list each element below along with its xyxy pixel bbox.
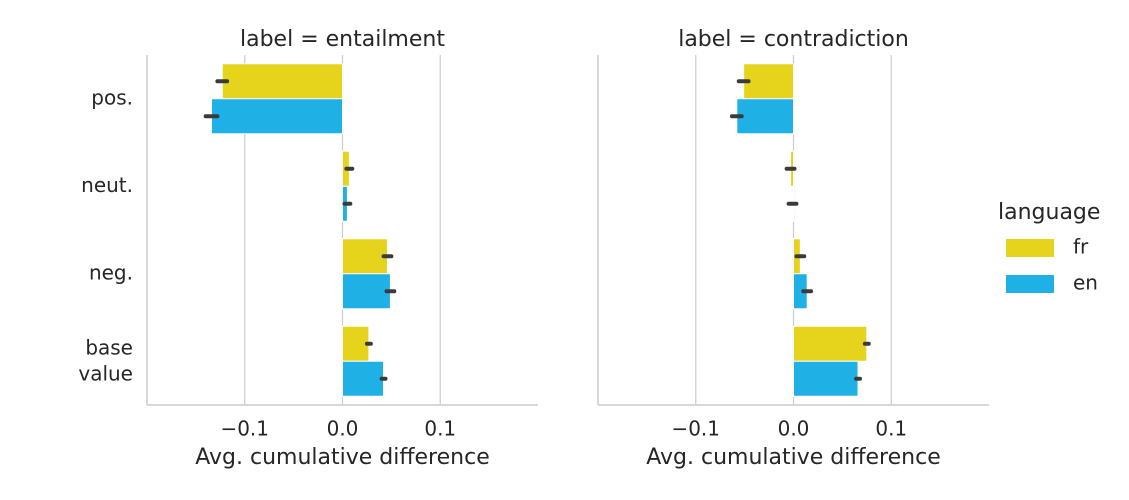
panel-title: label = contradiction <box>678 27 909 52</box>
bar <box>793 325 868 362</box>
x-axis-label: Avg. cumulative difference <box>646 445 940 470</box>
bar <box>342 238 388 275</box>
legend-swatch <box>1006 275 1054 293</box>
y-tick-label: pos. <box>91 85 133 109</box>
x-tick-label: 0.0 <box>327 417 359 441</box>
x-tick-label: 0.1 <box>875 417 907 441</box>
y-tick-label: neg. <box>89 260 133 284</box>
bar <box>736 98 794 135</box>
bar <box>211 98 343 135</box>
legend-swatch <box>1006 239 1054 257</box>
y-tick-label: base value <box>78 335 133 385</box>
bar <box>342 360 385 397</box>
legend-label: fr <box>1073 235 1089 259</box>
bar <box>342 273 391 310</box>
legend-label: en <box>1073 271 1098 295</box>
x-tick-label: −0.1 <box>220 417 269 441</box>
x-axis-label: Avg. cumulative difference <box>195 445 489 470</box>
y-tick-label: neut. <box>81 173 133 197</box>
panel-title: label = entailment <box>240 27 445 52</box>
x-tick-label: 0.1 <box>424 417 456 441</box>
bar <box>743 63 795 100</box>
x-tick-label: 0.0 <box>778 417 810 441</box>
bar <box>221 63 343 100</box>
bar <box>342 325 370 362</box>
bar <box>793 360 859 397</box>
legend-title: language <box>998 200 1100 225</box>
x-tick-label: −0.1 <box>671 417 720 441</box>
